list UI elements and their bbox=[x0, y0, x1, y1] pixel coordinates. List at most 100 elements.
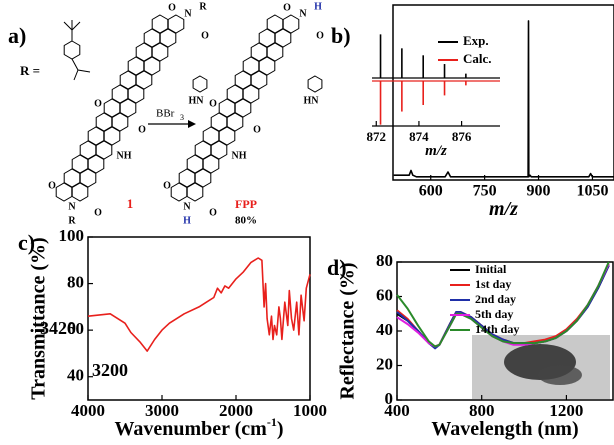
x-axis-label: Wavelength (nm) bbox=[431, 418, 578, 440]
peak bbox=[443, 64, 446, 78]
panel-label: a) bbox=[8, 23, 26, 48]
ring bbox=[258, 56, 276, 76]
x-tick-label: 874 bbox=[409, 129, 429, 144]
ring bbox=[143, 56, 161, 76]
atom-label: O bbox=[94, 98, 102, 109]
x-axis-label-text: m/z bbox=[425, 143, 447, 159]
legend-label: Calc. bbox=[463, 51, 492, 66]
x-axis-label-end: ) bbox=[277, 418, 284, 440]
ring bbox=[210, 140, 228, 160]
atom-label: R bbox=[68, 215, 76, 226]
ring bbox=[119, 98, 137, 118]
ring bbox=[151, 42, 169, 62]
annotation: 3200 bbox=[92, 360, 128, 380]
atom-label: O bbox=[316, 30, 324, 41]
ring bbox=[111, 112, 129, 132]
ring bbox=[55, 182, 73, 202]
x-tick-label: 876 bbox=[452, 129, 472, 144]
atom-label: O bbox=[201, 30, 209, 41]
atom-label: HN bbox=[304, 95, 320, 106]
y-tick-label: 60 bbox=[376, 285, 393, 304]
ring bbox=[282, 14, 300, 34]
y-axis-label: Transmittance (%) bbox=[28, 237, 50, 399]
ring bbox=[79, 168, 97, 188]
y-tick-label: 80 bbox=[376, 251, 393, 270]
atom-label: R bbox=[199, 1, 207, 12]
y-tick-label: 40 bbox=[67, 366, 84, 385]
plot-frame bbox=[392, 4, 614, 181]
r-group-bonds bbox=[63, 20, 91, 81]
x-axis-label: Wavenumber (cm-1) bbox=[114, 415, 283, 440]
x-axis-label-text: Wavenumber (cm bbox=[114, 418, 267, 440]
y-tick-label: 0 bbox=[385, 389, 394, 408]
atom-label: O bbox=[168, 2, 176, 13]
x-tick-label: 4000 bbox=[71, 401, 105, 420]
peak bbox=[465, 81, 467, 86]
peak bbox=[379, 34, 382, 78]
x-axis-label-sup: -1 bbox=[267, 415, 277, 429]
ring bbox=[159, 28, 177, 48]
ring bbox=[266, 42, 284, 62]
atom-label: O bbox=[94, 207, 102, 218]
atom-label: O bbox=[209, 207, 217, 218]
powder-blob bbox=[538, 365, 582, 385]
ring bbox=[234, 98, 252, 118]
ring bbox=[242, 84, 260, 104]
atom-label: H bbox=[314, 1, 322, 12]
ring bbox=[226, 112, 244, 132]
y-axis-label: Reflectance (%) bbox=[337, 262, 359, 399]
atom-label: O bbox=[209, 98, 217, 109]
data-line bbox=[87, 257, 311, 352]
ring bbox=[250, 70, 268, 90]
atom-label: NH bbox=[232, 150, 247, 161]
y-tick-label: 40 bbox=[376, 320, 393, 339]
panel-label: c) bbox=[18, 230, 35, 255]
plot-frame bbox=[87, 236, 311, 401]
x-tick-label: 1000 bbox=[293, 401, 327, 420]
ring bbox=[127, 84, 145, 104]
data-line bbox=[396, 261, 610, 348]
x-tick-label: 2000 bbox=[219, 401, 253, 420]
x-tick-label: 1050 bbox=[576, 183, 608, 200]
x-tick-label: 400 bbox=[384, 401, 410, 420]
ring bbox=[186, 182, 204, 202]
ring bbox=[95, 140, 113, 160]
y-tick-label: 60 bbox=[67, 319, 84, 338]
pendant-ring bbox=[192, 75, 208, 93]
legend-label: 2nd day bbox=[475, 292, 516, 306]
x-tick-label: 3000 bbox=[145, 401, 179, 420]
product-label: FPP bbox=[235, 197, 257, 211]
x-tick-label: 1200 bbox=[549, 401, 583, 420]
atom-label: HN bbox=[189, 95, 205, 106]
pendant-ring bbox=[307, 75, 323, 93]
annotation: 3420 bbox=[40, 318, 76, 338]
x-axis-label-text: m/z bbox=[489, 198, 518, 220]
atom-label: O bbox=[163, 180, 171, 191]
x-axis-label: m/z bbox=[425, 143, 447, 159]
arrow-head bbox=[188, 120, 196, 128]
atom-label: NH bbox=[117, 150, 132, 161]
atom-label: H bbox=[183, 215, 191, 226]
ring bbox=[170, 182, 188, 202]
compound-label: 1 bbox=[127, 196, 134, 211]
peak bbox=[401, 81, 403, 112]
y-tick-label: 20 bbox=[376, 354, 393, 373]
data-line bbox=[393, 20, 614, 178]
peak bbox=[465, 73, 467, 78]
legend-label: 14th day bbox=[475, 322, 519, 336]
panel-label: b) bbox=[331, 23, 351, 48]
legend-label: Exp. bbox=[463, 33, 489, 48]
yield-label: 80% bbox=[235, 215, 257, 227]
reagent-sub: 3 bbox=[180, 113, 184, 122]
ring bbox=[274, 28, 292, 48]
r-group-ring bbox=[63, 40, 81, 60]
r-label: R = bbox=[20, 63, 40, 78]
reagent: BBr bbox=[156, 108, 175, 120]
peak bbox=[379, 81, 382, 125]
legend-label: Initial bbox=[475, 262, 507, 276]
x-axis-label-text: Wavelength (nm) bbox=[431, 418, 578, 440]
ring bbox=[87, 154, 105, 174]
x-tick-label: 800 bbox=[469, 401, 495, 420]
peak bbox=[401, 48, 403, 78]
